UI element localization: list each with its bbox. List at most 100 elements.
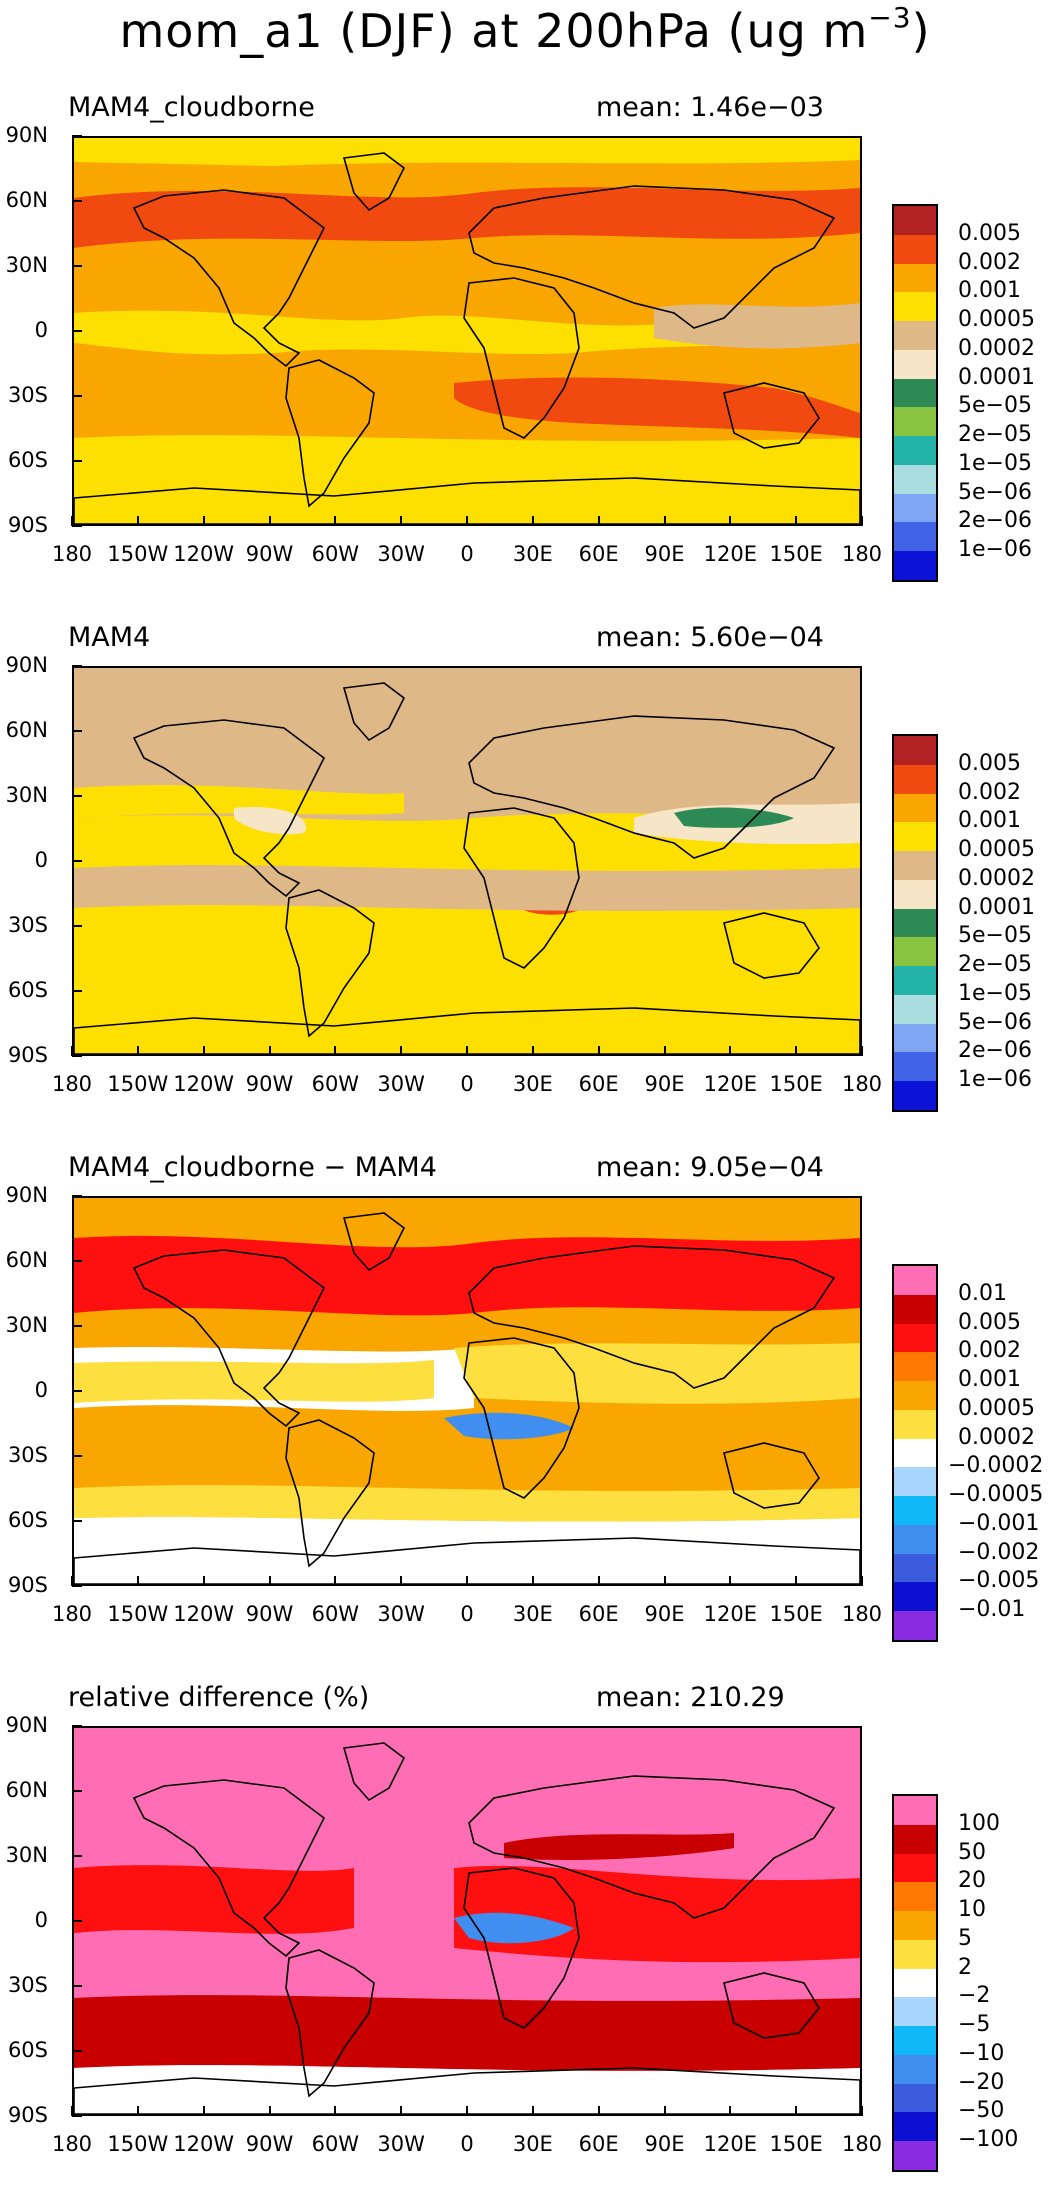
- figure-title-close: ): [911, 4, 931, 58]
- legend-swatch: [894, 1294, 936, 1324]
- lon-tick-label: 90W: [245, 1072, 294, 1096]
- map-field: [72, 136, 862, 526]
- coastline: [342, 1212, 406, 1272]
- field-contour: [454, 1912, 574, 1944]
- lon-tick: [268, 516, 271, 526]
- legend-swatch: [894, 2083, 936, 2113]
- legend-label: 0.0002: [958, 865, 1035, 891]
- lat-tick-label: 90S: [7, 513, 48, 537]
- legend-swatch: [894, 1968, 936, 1998]
- coastline: [74, 477, 860, 524]
- legend-label: 0.002: [958, 779, 1021, 805]
- lon-tick: [861, 1576, 863, 1586]
- legend-swatch: [894, 1939, 936, 1969]
- coastline: [468, 1245, 836, 1389]
- lon-tick-label: 120W: [173, 2132, 235, 2156]
- coastline: [132, 719, 326, 898]
- legend-label: 0.001: [958, 278, 1021, 304]
- map-panel-3: MAM4_cloudborne − MAM4 mean: 9.05e−04 90N 6…: [0, 1152, 1050, 1676]
- color-legend: [892, 204, 938, 582]
- field-contour: [234, 807, 306, 835]
- lon-tick-label: 90E: [644, 542, 685, 566]
- legend-swatch: [894, 464, 936, 494]
- field-contour: [74, 1485, 860, 1522]
- legend-swatch: [894, 736, 936, 765]
- lat-tick-label: 90N: [5, 1183, 48, 1207]
- lon-tick-label: 30E: [512, 542, 553, 566]
- legend-swatch: [894, 321, 936, 350]
- legend-swatch: [894, 407, 936, 437]
- field-contour: [674, 807, 794, 828]
- lat-tick: [72, 2115, 82, 2117]
- field-contour: [74, 865, 860, 911]
- lon-tick: [861, 1046, 863, 1056]
- legend-label: 2e−05: [958, 422, 1032, 448]
- lat-tick: [72, 665, 82, 667]
- map-field: [72, 1726, 862, 2116]
- coastline: [463, 277, 580, 439]
- lon-tick: [71, 1576, 73, 1586]
- lon-tick: [400, 2106, 403, 2116]
- legend-swatch: [894, 378, 936, 408]
- legend-swatch: [894, 1381, 936, 1410]
- lat-tick-label: 0: [34, 1908, 48, 1932]
- legend-swatch: [894, 793, 936, 823]
- legend-label: 0.0002: [958, 1424, 1035, 1450]
- legend-swatch: [894, 1496, 936, 1525]
- coastline: [342, 682, 406, 742]
- legend-label: 0.002: [958, 249, 1021, 275]
- coastline: [74, 1537, 860, 1584]
- legend-label: 5e−05: [958, 393, 1032, 419]
- figure-title-text: mom_a1 (DJF) at 200hPa (ug m: [119, 4, 869, 58]
- legend-label: 1e−06: [958, 537, 1032, 563]
- field-contour: [74, 187, 860, 248]
- lon-tick-label: 180: [841, 1072, 883, 1096]
- lon-tick: [400, 516, 403, 526]
- lat-tick: [72, 135, 82, 137]
- legend-label: 0.0005: [958, 1395, 1035, 1421]
- coastline: [723, 912, 820, 979]
- lat-tick-label: 60S: [7, 448, 48, 472]
- legend-label: 2e−06: [958, 508, 1032, 534]
- legend-swatch: [894, 966, 936, 995]
- lon-tick-label: 60E: [578, 1072, 619, 1096]
- legend-swatch: [894, 263, 936, 293]
- lon-tick: [268, 2106, 271, 2116]
- lon-tick-label: 180: [51, 1072, 93, 1096]
- lon-tick: [466, 2106, 468, 2116]
- lon-tick: [202, 1046, 205, 1056]
- coastline: [132, 1249, 326, 1428]
- coastline: [463, 1867, 580, 2029]
- legend-label: −0.005: [958, 1568, 1040, 1594]
- lon-tick-label: 120E: [703, 2132, 758, 2156]
- lat-tick-label: 30S: [7, 1973, 48, 1997]
- legend-swatch: [894, 1796, 936, 1825]
- lat-tick-label: 0: [34, 848, 48, 872]
- legend-swatch: [894, 851, 936, 880]
- lon-tick: [531, 516, 534, 526]
- legend-label: −20: [958, 2069, 1005, 2095]
- figure-title-superscript: −3: [868, 0, 912, 34]
- coastline: [285, 889, 375, 1038]
- legend-label: 0.0005: [958, 837, 1035, 863]
- lat-tick-label: 0: [34, 1378, 48, 1402]
- lon-tick-label: 120E: [703, 1072, 758, 1096]
- legend-swatch: [894, 2026, 936, 2055]
- legend-swatch: [894, 2054, 936, 2084]
- legend-swatch: [894, 1824, 936, 1854]
- lat-tick-label: 30S: [7, 913, 48, 937]
- lon-tick-label: 0: [460, 542, 474, 566]
- field-contour: [74, 785, 404, 818]
- coastline: [723, 1972, 820, 2039]
- lat-tick-label: 30N: [5, 253, 48, 277]
- legend-swatch: [894, 1438, 936, 1468]
- lon-tick-label: 30W: [377, 2132, 425, 2156]
- legend-swatch: [894, 937, 936, 967]
- lat-tick: [72, 925, 82, 927]
- lon-tick: [71, 516, 73, 526]
- lat-tick: [72, 1585, 82, 1587]
- field-contour: [74, 1865, 354, 1934]
- field-contour: [74, 1235, 860, 1316]
- legend-swatch: [894, 551, 936, 580]
- lon-tick: [334, 2106, 337, 2116]
